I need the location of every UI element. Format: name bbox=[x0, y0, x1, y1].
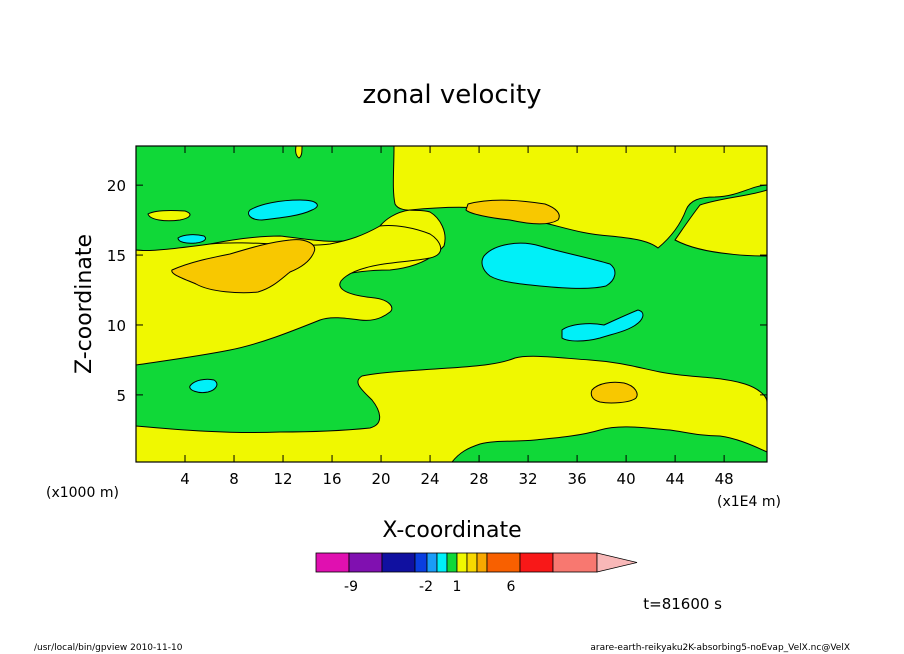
x-tick-label: 44 bbox=[666, 470, 685, 488]
colorbar-box bbox=[348, 552, 383, 573]
colorbar-box bbox=[381, 552, 416, 573]
y-tick-label: 15 bbox=[107, 247, 126, 265]
colorbar-box bbox=[519, 552, 554, 573]
y-axis-ticks: 5 10 15 20 bbox=[107, 177, 767, 405]
x-tick-label: 40 bbox=[617, 470, 636, 488]
x-tick-label: 4 bbox=[180, 470, 190, 488]
colorbar-box bbox=[466, 552, 478, 573]
contour-region-cyan-3 bbox=[248, 199, 318, 221]
contour-region-cyan-4 bbox=[177, 234, 207, 244]
x-tick-label: 48 bbox=[715, 470, 734, 488]
colorbar-box bbox=[552, 552, 598, 573]
colorbar-arrow bbox=[596, 552, 638, 573]
x-tick-label: 24 bbox=[421, 470, 440, 488]
colorbar-box bbox=[446, 552, 458, 573]
colorbar-box bbox=[436, 552, 448, 573]
contour-region-yellow-small-2 bbox=[295, 145, 303, 159]
footer-left: /usr/local/bin/gpview 2010-11-10 bbox=[34, 643, 183, 653]
contour-region-yellow-small-1 bbox=[147, 209, 191, 222]
colorbar-box bbox=[426, 552, 438, 573]
chart-title: zonal velocity bbox=[362, 80, 541, 110]
x-tick-label: 28 bbox=[470, 470, 489, 488]
colorbar-box bbox=[456, 552, 468, 573]
x-tick-label: 32 bbox=[519, 470, 538, 488]
plot-area bbox=[135, 145, 768, 463]
x-axis-label: X-coordinate bbox=[382, 518, 521, 543]
y-tick-label: 5 bbox=[116, 387, 126, 405]
contour-region-orange-3 bbox=[590, 381, 638, 404]
colorbar-label: -2 bbox=[419, 579, 433, 595]
colorbar-label: 1 bbox=[453, 579, 462, 595]
contour-region-orange-1 bbox=[171, 239, 316, 294]
contour-region-yellow-right bbox=[674, 189, 768, 257]
x-tick-label: 16 bbox=[322, 470, 341, 488]
colorbar-label: 6 bbox=[507, 579, 516, 595]
colorbar bbox=[315, 552, 638, 573]
x-tick-label: 12 bbox=[273, 470, 292, 488]
colorbar-label: -9 bbox=[344, 579, 358, 595]
x-tick-label: 8 bbox=[229, 470, 239, 488]
y-axis-label: Z-coordinate bbox=[72, 234, 97, 374]
x-unit-left: (x1000 m) bbox=[46, 485, 119, 501]
colorbar-box bbox=[476, 552, 488, 573]
y-tick-label: 10 bbox=[107, 317, 126, 335]
colorbar-box bbox=[486, 552, 521, 573]
contour-region-cyan-2 bbox=[561, 309, 644, 342]
contour-region-cyan-5 bbox=[189, 378, 218, 393]
footer-right: arare-earth-reikyaku2K-absorbing5-noEvap… bbox=[590, 643, 850, 653]
y-tick-label: 20 bbox=[107, 177, 126, 195]
x-unit-right: (x1E4 m) bbox=[717, 494, 781, 510]
contour-region-orange-2 bbox=[465, 199, 560, 225]
colorbar-labels: -9 -2 1 6 bbox=[344, 579, 516, 595]
x-tick-label: 20 bbox=[372, 470, 391, 488]
colorbar-box bbox=[414, 552, 428, 573]
x-tick-label: 36 bbox=[568, 470, 587, 488]
x-axis-ticks: 4 8 12 16 20 24 28 32 36 40 44 48 bbox=[180, 146, 734, 488]
plot-frame bbox=[135, 145, 768, 463]
timestamp: t=81600 s bbox=[643, 595, 722, 613]
colorbar-box bbox=[315, 552, 350, 573]
contour-region-cyan-1 bbox=[481, 242, 616, 289]
